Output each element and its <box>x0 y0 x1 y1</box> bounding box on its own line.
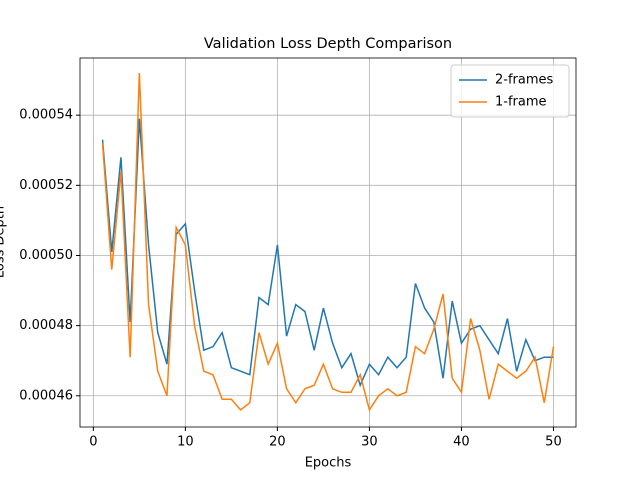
legend-label: 2-frames <box>495 73 554 88</box>
x-axis-label: Epochs <box>305 456 352 471</box>
y-tick-label: 0.00048 <box>19 318 73 333</box>
x-tick-label: 20 <box>269 435 286 450</box>
legend-label: 1-frame <box>495 95 547 110</box>
y-axis-label: Loss Depth <box>0 206 8 278</box>
y-tick-label: 0.00054 <box>19 108 73 123</box>
plot-frame <box>79 57 577 428</box>
x-tick-label: 30 <box>361 435 378 450</box>
x-tick-label: 50 <box>545 435 562 450</box>
x-tick-label: 40 <box>453 435 470 450</box>
y-tick-label: 0.00050 <box>19 248 73 263</box>
y-tick-label: 0.00052 <box>19 178 73 193</box>
x-tick-label: 10 <box>177 435 194 450</box>
chart-title: Validation Loss Depth Comparison <box>204 36 452 52</box>
line-series <box>101 118 554 388</box>
y-tick-label: 0.00046 <box>19 388 73 403</box>
line-series <box>101 73 555 412</box>
x-tick-label: 0 <box>89 435 97 450</box>
legend-box <box>450 64 570 118</box>
